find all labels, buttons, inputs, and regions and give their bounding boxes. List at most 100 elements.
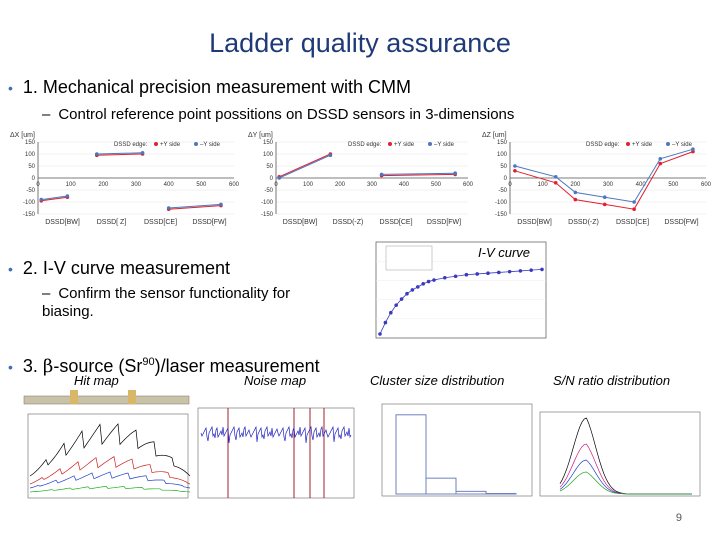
isotope-superscript: 90 xyxy=(142,356,155,368)
y-tick-label: -100 xyxy=(495,200,508,206)
data-point xyxy=(553,175,558,179)
series-line xyxy=(168,203,221,209)
legend-entry: +Y side xyxy=(632,142,653,148)
x-tick-label: 600 xyxy=(463,182,474,188)
cluster-frame xyxy=(381,403,533,497)
data-point xyxy=(658,157,663,161)
iv-chart xyxy=(375,241,547,339)
bullet-iv: • 2. I-V curve measurement xyxy=(8,258,230,279)
ladder-connector xyxy=(128,390,136,404)
data-point xyxy=(632,207,636,211)
sub-cmm: – Control reference point possitions on D… xyxy=(42,106,514,123)
x-tick-label: 400 xyxy=(399,182,410,188)
series-line xyxy=(514,148,694,203)
bullet-iv-label: 2. I-V curve measurement xyxy=(22,258,230,278)
bullet-dot-icon: • xyxy=(8,359,13,375)
cluster-bar xyxy=(425,477,457,495)
x-tick-label: 200 xyxy=(335,182,346,188)
series-line xyxy=(381,173,456,177)
bullet-beta-end: )/laser measurement xyxy=(154,356,320,376)
category-label: DSSD[CE] xyxy=(379,219,412,226)
legend-marker xyxy=(626,142,630,146)
legend-marker xyxy=(428,142,432,146)
data-point xyxy=(277,176,281,180)
data-point xyxy=(140,151,145,155)
legend-entry: –Y side xyxy=(672,142,693,148)
category-label: DSSD[FW] xyxy=(427,219,461,226)
legend-entry: +Y side xyxy=(160,142,181,148)
iv-line xyxy=(379,269,543,335)
legend-marker xyxy=(154,142,158,146)
x-tick-label: 100 xyxy=(538,182,549,188)
series-line xyxy=(41,195,68,201)
x-tick-label: 500 xyxy=(431,182,442,188)
cluster-bar xyxy=(455,490,487,495)
y-tick-label: -100 xyxy=(23,200,36,206)
y-tick-label: -150 xyxy=(23,212,36,218)
legend-title: DSSD edge: xyxy=(586,142,620,148)
sn-ratio-plot xyxy=(539,411,701,497)
x-tick-label: 600 xyxy=(701,182,712,188)
series-line xyxy=(514,151,694,210)
beta-symbol: β xyxy=(42,356,54,377)
x-tick-label: 500 xyxy=(668,182,679,188)
y-tick-label: 100 xyxy=(25,152,36,158)
data-point xyxy=(602,195,607,199)
hit-map-series xyxy=(29,423,191,477)
series-line xyxy=(96,153,143,156)
y-tick-label: 0 xyxy=(504,176,508,182)
dash-icon: – xyxy=(42,106,51,123)
x-tick-label: 600 xyxy=(229,182,240,188)
data-point xyxy=(553,181,558,185)
category-label: DSSD[BW] xyxy=(45,219,80,226)
dash-icon: – xyxy=(42,285,51,302)
y-tick-label: 150 xyxy=(263,140,274,146)
cluster-bar xyxy=(395,414,427,495)
hit-map-caption: Hit map xyxy=(74,373,119,388)
ladder-connector xyxy=(70,390,78,404)
legend-title: DSSD edge: xyxy=(348,142,382,148)
category-label: DSSD[BW] xyxy=(517,219,552,226)
x-tick-label: 100 xyxy=(303,182,314,188)
bullet-cmm: • 1. Mechanical precision measurement wit… xyxy=(8,77,411,98)
cluster-caption: Cluster size distribution xyxy=(370,373,505,388)
y-tick-label: -50 xyxy=(498,188,507,194)
data-point xyxy=(95,152,99,156)
data-point xyxy=(573,197,578,202)
noise-map-plot xyxy=(197,407,355,499)
data-point xyxy=(632,200,636,204)
category-label: DSSD[ Z] xyxy=(97,219,127,226)
noise-series xyxy=(200,425,352,444)
bullet-dot-icon: • xyxy=(8,261,13,277)
data-point xyxy=(65,194,70,198)
data-point xyxy=(691,147,695,151)
x-tick-label: 300 xyxy=(367,182,378,188)
page-number: 9 xyxy=(675,512,682,524)
series-line xyxy=(96,152,143,155)
series-line xyxy=(381,172,456,175)
y-tick-label: -150 xyxy=(495,212,508,218)
hit-map-frame xyxy=(27,413,189,499)
category-label: DSSD[FW] xyxy=(192,219,226,226)
y-axis-label: ΔX [um] xyxy=(10,132,35,139)
sub-iv: – Confirm the sensor functionality for bi… xyxy=(42,285,342,321)
data-point xyxy=(453,171,457,175)
x-tick-label: 0 xyxy=(274,182,278,188)
y-tick-label: -50 xyxy=(26,188,35,194)
y-axis-label: ΔZ [um] xyxy=(482,132,507,139)
data-point xyxy=(573,190,578,195)
category-label: DSSD[CE] xyxy=(144,219,177,226)
data-point xyxy=(513,164,517,168)
y-tick-label: 50 xyxy=(266,164,273,170)
data-point xyxy=(219,202,223,207)
legend-entry: –Y side xyxy=(200,142,221,148)
x-tick-label: 200 xyxy=(98,182,109,188)
category-label: DSSD(-Z) xyxy=(333,219,364,226)
y-tick-label: 0 xyxy=(32,176,36,182)
series-line xyxy=(168,205,221,210)
bullet-beta-prefix: 3. xyxy=(22,356,43,376)
bullet-beta-rest: -source (Sr xyxy=(53,356,143,376)
hit-map-series xyxy=(29,485,191,493)
beta-plots xyxy=(23,390,701,499)
